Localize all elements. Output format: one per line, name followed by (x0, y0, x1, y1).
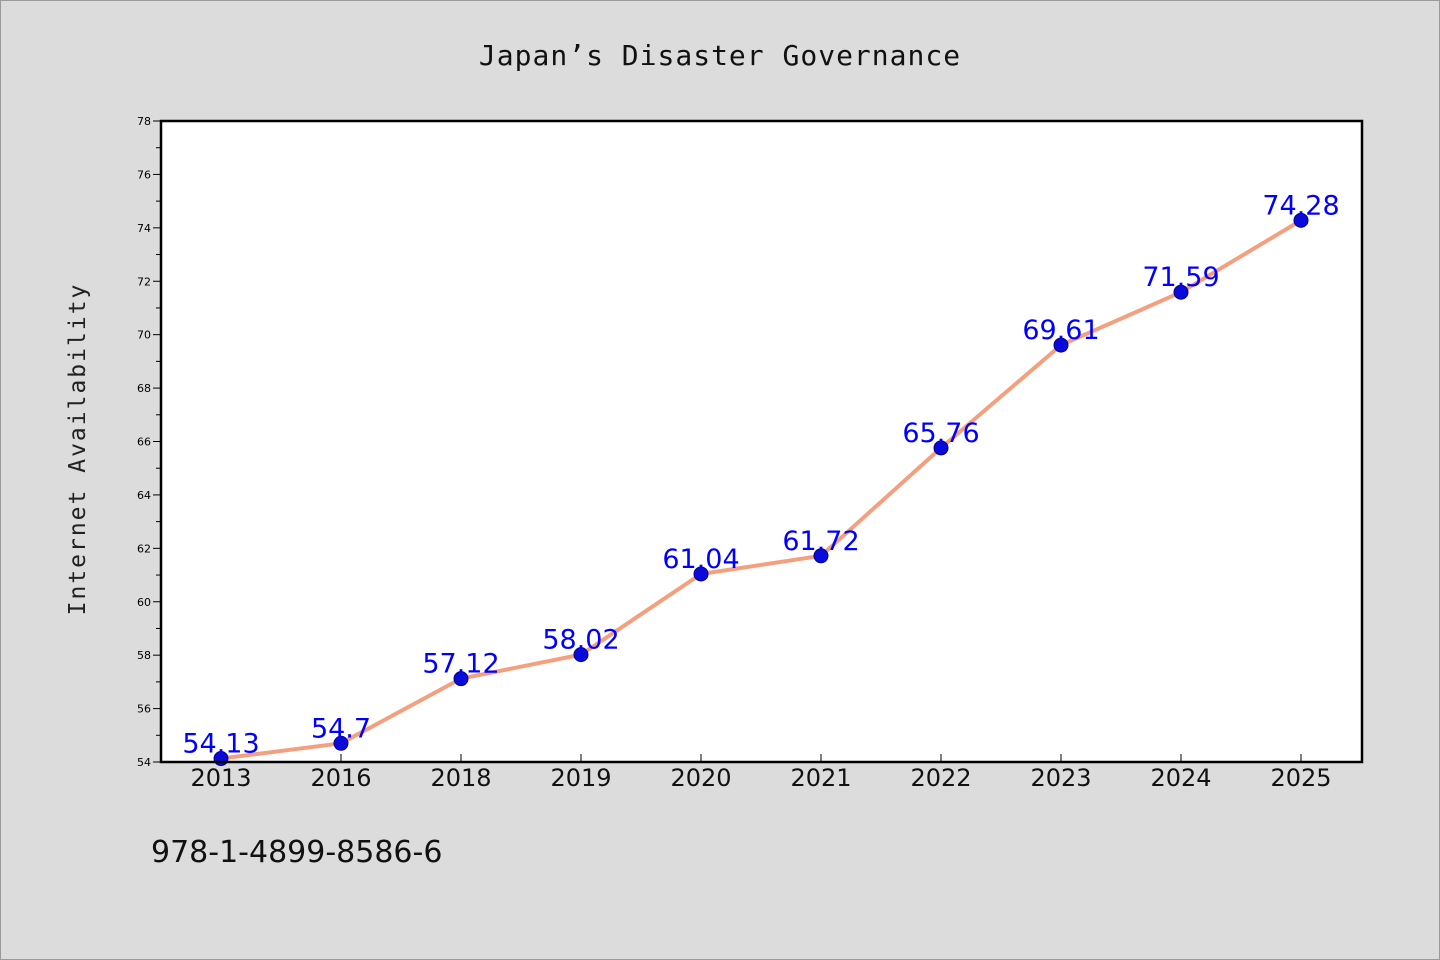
data-label: 65.76 (902, 418, 979, 449)
data-labels-layer: 54.13 54.7 57.12 58.02 61.04 61.72 65.76 69.61 7… (182, 190, 1339, 759)
y-ticks: 54 56 58 60 62 64 66 68 70 72 74 76 78 (137, 115, 161, 769)
data-point (693, 566, 709, 582)
y-tick-label: 60 (137, 596, 151, 609)
series-line (219, 218, 1303, 761)
data-point (1173, 284, 1189, 300)
data-point (1053, 337, 1069, 353)
x-tick-label: 2016 (310, 764, 371, 792)
y-tick-label: 56 (137, 703, 151, 716)
x-tick-label: 2018 (430, 764, 491, 792)
y-tick-label: 64 (137, 489, 151, 502)
plot-frame (159, 119, 1364, 764)
data-point (333, 735, 349, 751)
y-tick-label: 72 (137, 275, 151, 288)
y-tick-label: 62 (137, 542, 151, 555)
y-tick-label: 66 (137, 436, 151, 449)
data-label: 61.04 (662, 544, 739, 575)
x-tick-label: 2019 (550, 764, 611, 792)
y-tick-label: 54 (137, 756, 151, 769)
data-point (453, 671, 469, 687)
x-tick-label: 2024 (1150, 764, 1211, 792)
data-point (933, 440, 949, 456)
x-tick-label: 2023 (1030, 764, 1091, 792)
data-point (1293, 212, 1309, 228)
x-ticks: 2013 2016 2018 2019 2020 2021 2022 2023 2024 2025 (190, 754, 1332, 792)
data-label: 61.72 (782, 526, 859, 557)
chart-title: Japan’s Disaster Governance (478, 39, 962, 72)
data-label: 57.12 (422, 649, 499, 680)
data-label: 74.28 (1262, 190, 1339, 221)
y-tick-label: 78 (137, 115, 151, 128)
y-tick-label: 68 (137, 382, 151, 395)
y-tick-label: 74 (137, 222, 151, 235)
plot-area (161, 121, 1362, 762)
x-tick-label: 2021 (790, 764, 851, 792)
data-label: 54.7 (311, 713, 371, 744)
data-label: 54.13 (182, 729, 259, 760)
y-tick-label: 76 (137, 168, 151, 181)
x-tick-label: 2022 (910, 764, 971, 792)
data-point (813, 548, 829, 564)
data-label: 69.61 (1022, 315, 1099, 346)
x-tick-label: 2025 (1270, 764, 1331, 792)
footer-code: 978-1-4899-8586-6 (151, 835, 443, 870)
x-tick-label: 2013 (190, 764, 251, 792)
y-tick-label: 58 (137, 649, 151, 662)
data-point (573, 647, 589, 663)
x-tick-label: 2020 (670, 764, 731, 792)
data-label: 58.02 (542, 625, 619, 656)
series-line-layer (219, 218, 1303, 761)
data-label: 71.59 (1142, 262, 1219, 293)
y-tick-label: 70 (137, 329, 151, 342)
